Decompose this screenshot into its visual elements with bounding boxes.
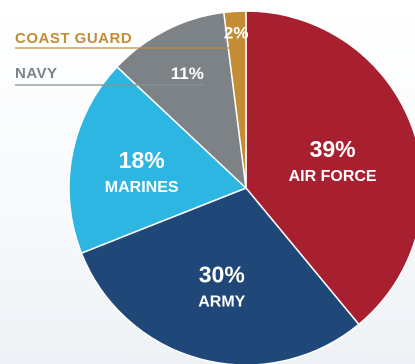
slice-percent-army: 30%: [199, 261, 245, 287]
coast-guard-callout-label: COAST GUARD: [15, 30, 132, 47]
slice-label-air-force: AIR FORCE: [289, 168, 377, 185]
slice-percent-air-force: 39%: [310, 136, 356, 162]
slice-navy: [115, 11, 248, 190]
pie-slices: [68, 10, 415, 364]
slice-army: [80, 187, 360, 364]
navy-callout-label: NAVY: [15, 65, 58, 82]
slice-coast-guard: [222, 10, 247, 189]
slice-air-force: [245, 10, 415, 326]
slice-percent-navy: 11%: [171, 64, 204, 83]
pie-labels: 39% AIR FORCE 30% ARMY 18% MARINES 11% 2%: [105, 24, 377, 311]
slice-marines: [68, 65, 248, 255]
slice-percent-marines: 18%: [119, 147, 165, 173]
slice-label-army: ARMY: [198, 293, 245, 310]
slice-percent-coast-guard: 2%: [224, 24, 249, 43]
slice-label-marines: MARINES: [105, 179, 179, 196]
